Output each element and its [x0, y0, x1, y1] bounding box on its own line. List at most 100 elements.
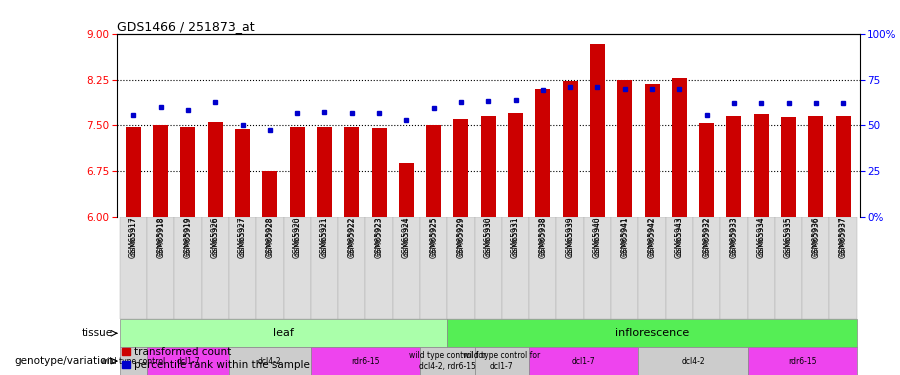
Bar — [447, 217, 474, 320]
Text: GSM65940: GSM65940 — [594, 217, 600, 256]
Text: GSM65932: GSM65932 — [704, 217, 709, 256]
Text: GSM65926: GSM65926 — [212, 217, 219, 256]
Bar — [666, 217, 693, 320]
Text: GSM65918: GSM65918 — [158, 217, 164, 256]
Text: GSM65920: GSM65920 — [292, 217, 302, 258]
Text: GSM65936: GSM65936 — [813, 217, 819, 256]
Bar — [726, 116, 742, 217]
Bar — [365, 217, 392, 320]
Bar — [208, 122, 223, 217]
Bar — [671, 78, 687, 217]
Bar — [611, 217, 638, 320]
Bar — [153, 125, 168, 217]
Text: GSM65935: GSM65935 — [786, 217, 791, 256]
Text: GSM65933: GSM65933 — [729, 217, 738, 258]
Bar — [802, 217, 830, 320]
Bar — [175, 217, 202, 320]
Bar — [536, 88, 551, 217]
Text: GSM65941: GSM65941 — [622, 217, 627, 256]
Text: GSM65934: GSM65934 — [757, 217, 766, 258]
Bar — [420, 217, 447, 320]
Text: GSM65929: GSM65929 — [458, 217, 464, 256]
Text: GSM65920: GSM65920 — [294, 217, 301, 256]
Legend: transformed count, percentile rank within the sample: transformed count, percentile rank withi… — [122, 347, 310, 370]
Bar — [584, 217, 611, 320]
Text: GSM65919: GSM65919 — [185, 217, 191, 256]
Bar — [556, 217, 584, 320]
Bar — [481, 116, 496, 217]
Text: GSM65919: GSM65919 — [184, 217, 193, 258]
Text: GSM65925: GSM65925 — [431, 217, 436, 256]
Text: GSM65931: GSM65931 — [511, 217, 520, 258]
Text: GSM65942: GSM65942 — [649, 217, 655, 256]
Bar — [317, 126, 332, 217]
Bar — [310, 217, 338, 320]
Text: dcl1-7: dcl1-7 — [176, 357, 200, 366]
Text: inflorescence: inflorescence — [615, 328, 689, 338]
Bar — [644, 84, 660, 217]
Text: wild type control for
dcl1-7: wild type control for dcl1-7 — [464, 351, 541, 371]
Text: GSM65926: GSM65926 — [211, 217, 220, 258]
Text: GSM65938: GSM65938 — [540, 217, 545, 256]
Bar — [638, 217, 666, 320]
Bar — [830, 217, 857, 320]
Text: GSM65925: GSM65925 — [429, 217, 438, 258]
Bar — [693, 217, 720, 320]
Text: GSM65936: GSM65936 — [811, 217, 820, 258]
Text: GSM65922: GSM65922 — [347, 217, 356, 258]
Text: wild type control: wild type control — [102, 357, 166, 366]
Text: GSM65943: GSM65943 — [675, 217, 684, 258]
Text: GSM65937: GSM65937 — [840, 217, 846, 256]
Bar — [529, 347, 638, 375]
Text: GSM65917: GSM65917 — [129, 217, 138, 258]
Bar — [229, 217, 256, 320]
Bar — [338, 217, 365, 320]
Text: GSM65939: GSM65939 — [567, 217, 573, 256]
Bar — [775, 217, 802, 320]
Text: GSM65932: GSM65932 — [702, 217, 711, 258]
Text: GSM65931: GSM65931 — [512, 217, 518, 256]
Bar — [808, 116, 824, 217]
Bar — [454, 119, 469, 217]
Bar — [120, 320, 447, 347]
Bar — [617, 80, 632, 217]
Bar — [753, 114, 769, 217]
Bar — [290, 126, 305, 217]
Bar — [399, 163, 414, 217]
Text: dcl4-2: dcl4-2 — [681, 357, 705, 366]
Bar — [447, 320, 857, 347]
Bar — [120, 217, 147, 320]
Text: GSM65930: GSM65930 — [484, 217, 493, 258]
Text: GSM65938: GSM65938 — [538, 217, 547, 258]
Text: GSM65918: GSM65918 — [157, 217, 166, 258]
Text: GSM65924: GSM65924 — [402, 217, 411, 258]
Text: GSM65924: GSM65924 — [403, 217, 410, 256]
Bar — [372, 128, 387, 217]
Bar — [562, 81, 578, 217]
Text: GSM65933: GSM65933 — [731, 217, 737, 256]
Text: genotype/variation: genotype/variation — [14, 356, 113, 366]
Bar — [748, 347, 857, 375]
Text: GSM65942: GSM65942 — [647, 217, 656, 258]
Bar — [748, 217, 775, 320]
Bar — [392, 217, 420, 320]
Bar — [256, 217, 284, 320]
Bar — [284, 217, 310, 320]
Text: GSM65928: GSM65928 — [267, 217, 273, 256]
Bar — [126, 126, 141, 217]
Bar — [229, 347, 310, 375]
Bar — [835, 116, 850, 217]
Text: GSM65943: GSM65943 — [676, 217, 682, 256]
Text: rdr6-15: rdr6-15 — [788, 357, 816, 366]
Text: GSM65921: GSM65921 — [321, 217, 328, 256]
Text: GSM65937: GSM65937 — [839, 217, 848, 258]
Text: GSM65941: GSM65941 — [620, 217, 629, 258]
Text: GSM65927: GSM65927 — [238, 217, 248, 258]
Text: GSM65923: GSM65923 — [374, 217, 383, 258]
Bar — [263, 171, 277, 217]
Text: GSM65929: GSM65929 — [456, 217, 465, 258]
Text: leaf: leaf — [273, 328, 294, 338]
Bar — [310, 347, 420, 375]
Bar — [420, 347, 474, 375]
Text: GSM65934: GSM65934 — [758, 217, 764, 256]
